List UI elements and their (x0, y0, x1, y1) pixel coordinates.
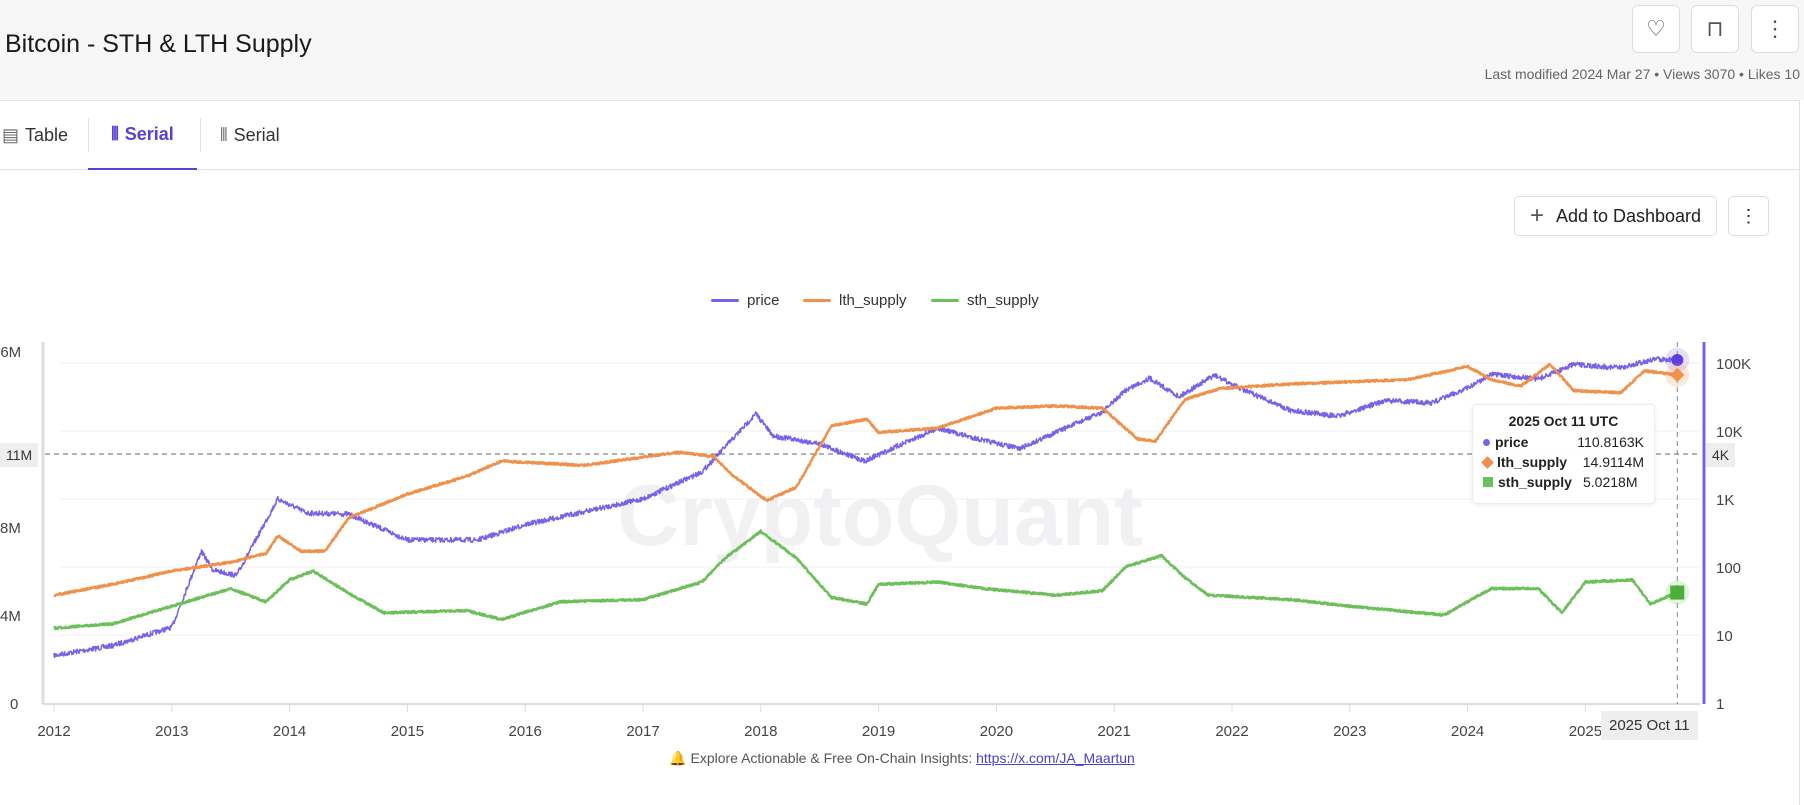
end-marker-price (1671, 353, 1684, 366)
view-tabs: ▤ Table ⫴ Serial ⫴ Serial (0, 100, 1800, 170)
page-title: Bitcoin - STH & LTH Supply (5, 30, 312, 58)
tooltip-row-lth: lth_supply 14.9114M (1481, 452, 1644, 472)
tab-serial[interactable]: ⫴ Serial (220, 124, 280, 145)
left-tick-label: 8M (0, 520, 21, 537)
footer-link[interactable]: https://x.com/JA_Maartun (976, 750, 1135, 766)
x-tick-label: 2012 (37, 723, 70, 740)
chart-more-button[interactable]: ⋮ (1728, 196, 1769, 236)
circle-icon (1483, 438, 1490, 446)
x-tick-label: 2024 (1451, 723, 1484, 740)
tooltip-row-sth: sth_supply 5.0218M (1483, 472, 1644, 492)
x-tick-label: 2018 (744, 723, 777, 740)
chart-tooltip: 2025 Oct 11 UTC price 110.8163K lth_suppl… (1472, 404, 1655, 504)
x-tick-label: 2020 (980, 723, 1013, 740)
diamond-icon (1481, 455, 1494, 469)
left-tick-label: 16M (0, 344, 21, 361)
bar-chart-icon: ⫴ (111, 123, 119, 144)
legend-lth-supply[interactable]: lth_supply (803, 292, 907, 309)
kebab-icon: ⋮ (1739, 205, 1758, 226)
watermark: CryptoQuant (617, 468, 1143, 564)
left-tick-label: 0 (10, 696, 18, 713)
right-tick-label: 10 (1716, 628, 1733, 645)
bell-icon: 🔔 (669, 750, 687, 766)
x-tick-label: 2015 (391, 723, 424, 740)
x-tick-label: 2017 (626, 723, 659, 740)
like-button[interactable]: ♡ (1632, 5, 1680, 53)
x-tick-label: 2019 (862, 723, 895, 740)
tab-table[interactable]: ▤ Table (2, 124, 69, 145)
chart-legend: price lth_supply sth_supply (0, 292, 1804, 312)
right-tick-label: 100 (1716, 560, 1741, 577)
crosshair-right-label: 4K (1706, 443, 1736, 467)
right-tick-label: 10K (1716, 424, 1743, 441)
more-options-button[interactable]: ⋮ (1751, 5, 1799, 53)
add-to-dashboard-button[interactable]: + Add to Dashboard (1514, 196, 1717, 236)
square-icon (1483, 477, 1493, 487)
x-tick-label: 2014 (273, 723, 306, 740)
heart-icon: ♡ (1646, 16, 1666, 41)
x-tick-label: 2013 (155, 723, 188, 740)
chart-footer: 🔔 Explore Actionable & Free On-Chain Ins… (669, 750, 1135, 766)
bookmark-plus-icon: ⊓ (1706, 16, 1724, 41)
plus-icon: + (1529, 202, 1544, 229)
tooltip-title: 2025 Oct 11 UTC (1508, 413, 1619, 429)
x-tick-label: 2023 (1333, 723, 1366, 740)
tab-serial-active[interactable]: ⫴ Serial (88, 100, 197, 170)
x-tick-label: 2022 (1215, 723, 1248, 740)
tooltip-row-price: price 110.8163K (1483, 432, 1644, 452)
right-tick-label: 1K (1716, 492, 1734, 509)
right-tick-label: 1 (1716, 696, 1724, 713)
page-meta: Last modified 2024 Mar 27 • Views 3070 •… (1484, 66, 1800, 82)
end-marker-sth (1670, 585, 1685, 600)
series-line-price (53, 355, 1678, 659)
left-tick-label: 4M (0, 608, 21, 625)
series-line-lth_supply (53, 362, 1679, 598)
end-marker-lth (1670, 367, 1685, 383)
page-header (0, 0, 1804, 100)
table-icon: ▤ (2, 124, 20, 145)
bookmark-button[interactable]: ⊓ (1691, 5, 1739, 53)
right-tick-label: 100K (1716, 356, 1751, 373)
x-tick-label: 2016 (509, 723, 542, 740)
series-line-sth_supply (53, 529, 1679, 631)
bar-chart-icon: ⫴ (220, 124, 228, 145)
x-tick-label: 2025 (1569, 723, 1602, 740)
tab-divider (88, 118, 89, 152)
x-tick-label: 2021 (1098, 723, 1131, 740)
legend-sth-supply[interactable]: sth_supply (931, 292, 1039, 309)
crosshair-x-label: 2025 Oct 11 (1601, 711, 1698, 740)
crosshair-left-label: 11M (0, 443, 39, 467)
legend-price[interactable]: price (711, 292, 780, 309)
tab-divider (200, 118, 201, 152)
kebab-icon: ⋮ (1764, 16, 1786, 41)
